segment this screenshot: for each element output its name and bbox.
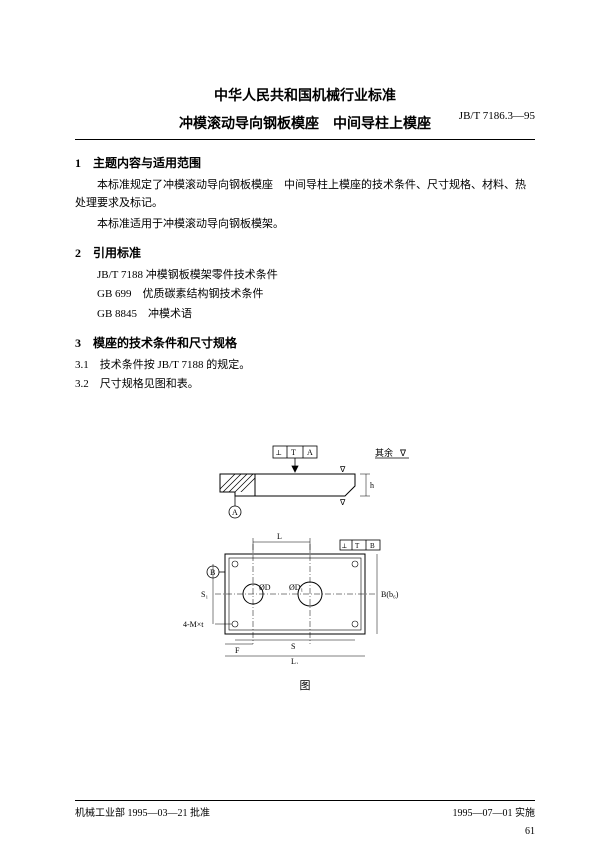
svg-text:B: B	[210, 568, 215, 577]
section-1-heading: 1 主题内容与适用范围	[75, 154, 535, 171]
svg-text:S₁: S₁	[201, 590, 208, 599]
section-1-p2: 本标准适用于冲模滚动导向钢板模架。	[75, 216, 535, 234]
section-1-p1: 本标准规定了冲模滚动导向钢板模座 中间导柱上模座的技术条件、尺寸规格、材料、热处…	[75, 177, 535, 212]
svg-text:A: A	[232, 508, 238, 517]
svg-text:∇: ∇	[339, 465, 346, 474]
footer-left: 机械工业部 1995—03—21 批准	[75, 804, 210, 819]
figure-container: ⟂ T A 其余 ∇	[75, 444, 535, 693]
svg-text:L₁: L₁	[291, 657, 299, 664]
svg-text:F: F	[235, 646, 240, 655]
title-rule	[75, 139, 535, 140]
figure-caption: 图	[75, 677, 535, 693]
ref-item-3: GB 8845 冲模术语	[75, 306, 535, 324]
svg-text:B: B	[370, 542, 375, 550]
section-3-i2: 3.2 尺寸规格见图和表。	[75, 376, 535, 394]
svg-text:∇: ∇	[399, 448, 407, 458]
svg-text:ØD₁: ØD₁	[289, 583, 304, 592]
org-title: 中华人民共和国机械行业标准	[75, 85, 535, 105]
svg-text:A: A	[307, 448, 313, 457]
svg-text:h: h	[370, 481, 374, 490]
svg-text:∇: ∇	[339, 498, 346, 507]
svg-text:T: T	[355, 542, 360, 550]
svg-text:ØD: ØD	[259, 583, 271, 592]
standard-code: JB/T 7186.3—95	[459, 110, 535, 122]
svg-text:4-M×t: 4-M×t	[183, 620, 204, 629]
section-2-heading: 2 引用标准	[75, 244, 535, 261]
technical-drawing: ⟂ T A 其余 ∇	[165, 444, 445, 664]
svg-text:T: T	[291, 448, 296, 457]
svg-text:⟂: ⟂	[342, 542, 347, 550]
svg-text:⟂: ⟂	[276, 448, 282, 457]
svg-text:S: S	[291, 642, 295, 651]
section-3-heading: 3 模座的技术条件和尺寸规格	[75, 334, 535, 351]
figure-note: 其余	[375, 447, 393, 458]
ref-item-2: GB 699 优质碳素结构钢技术条件	[75, 286, 535, 304]
ref-item-1: JB/T 7188 冲模钢板模架零件技术条件	[75, 267, 535, 285]
footer-rule	[75, 800, 535, 801]
page-number: 61	[525, 826, 535, 837]
svg-text:L: L	[277, 532, 282, 541]
section-3-i1: 3.1 技术条件按 JB/T 7188 的规定。	[75, 357, 535, 375]
footer-right: 1995—07—01 实施	[453, 804, 536, 819]
svg-text:B(b₆): B(b₆)	[381, 590, 399, 599]
page-footer: 机械工业部 1995—03—21 批准 1995—07—01 实施	[75, 800, 535, 819]
